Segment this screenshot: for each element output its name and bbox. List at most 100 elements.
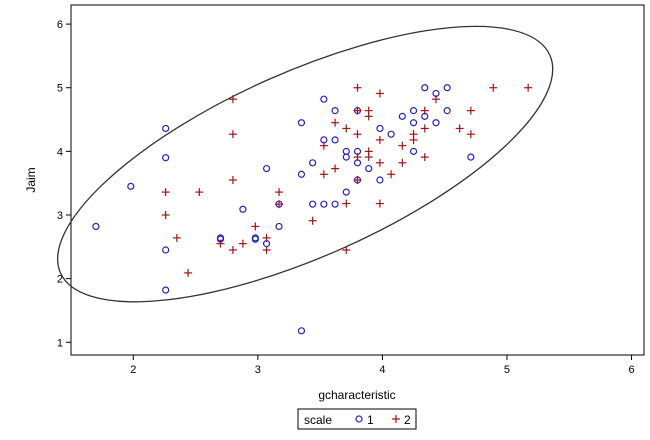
data-point-series-2 [431, 95, 440, 104]
data-point-series-2 [375, 89, 384, 98]
data-point-series-1 [387, 130, 395, 138]
legend-label-series-1: 1 [367, 413, 374, 427]
data-point-series-1 [342, 188, 350, 196]
data-point-series-2 [420, 153, 429, 162]
data-point-series-2 [228, 95, 237, 104]
data-point-series-1 [239, 205, 247, 213]
data-point-series-1 [331, 107, 339, 115]
y-tick-label: 3 [57, 210, 63, 222]
plot-frame [70, 4, 645, 356]
x-tick-label: 6 [628, 364, 634, 376]
data-point-series-2 [398, 158, 407, 167]
data-point-series-1 [251, 235, 259, 243]
data-point-series-1 [262, 164, 271, 173]
data-point-series-2 [262, 246, 271, 254]
data-point-series-2 [364, 153, 373, 162]
data-point-series-1 [342, 153, 350, 161]
data-point-series-2 [353, 176, 362, 184]
data-point-series-2 [353, 153, 362, 162]
data-point-series-1 [443, 107, 451, 115]
data-point-series-1 [421, 84, 429, 92]
confidence-ellipse [57, 25, 554, 303]
data-point-series-1 [443, 84, 451, 92]
data-point-series-1 [162, 286, 170, 294]
data-point-series-2 [387, 170, 396, 179]
x-tick-label: 5 [504, 364, 510, 376]
data-point-series-1 [297, 119, 306, 127]
data-point-series-1 [127, 182, 135, 190]
data-point-series-2 [375, 158, 384, 167]
data-points [92, 83, 533, 335]
legend-label-series-2: 2 [404, 413, 411, 427]
data-point-series-2 [420, 124, 429, 133]
data-point-series-2 [319, 141, 328, 150]
data-point-series-1 [92, 222, 100, 231]
data-point-series-1 [409, 107, 418, 115]
data-point-series-2 [238, 239, 247, 248]
y-tick-label: 4 [57, 146, 63, 158]
data-point-series-2 [353, 130, 362, 139]
data-point-series-2 [275, 188, 284, 197]
x-tick-label: 2 [130, 364, 136, 376]
data-point-series-2 [342, 124, 351, 133]
y-tick-label: 5 [57, 83, 63, 95]
data-point-series-1 [297, 170, 306, 178]
data-point-series-1 [365, 164, 373, 173]
data-point-series-1 [331, 136, 339, 144]
data-point-series-2 [420, 106, 429, 115]
data-point-series-1 [162, 246, 170, 254]
data-point-series-2 [262, 233, 271, 242]
data-point-series-2 [216, 239, 225, 248]
data-point-series-1 [320, 95, 328, 103]
data-point-series-2 [161, 188, 170, 197]
data-point-series-1 [162, 124, 170, 133]
data-point-series-2 [375, 135, 384, 144]
data-point-series-1 [432, 119, 440, 127]
data-point-series-2 [342, 246, 351, 254]
data-point-series-2 [228, 246, 237, 254]
data-point-series-2 [466, 106, 475, 115]
y-tick-label: 1 [57, 337, 63, 349]
data-point-series-2 [172, 233, 181, 242]
data-point-series-1 [376, 176, 384, 184]
data-point-series-2 [251, 222, 260, 231]
x-axis-title: gcharacteristic [318, 388, 395, 402]
data-point-series-1 [331, 200, 339, 208]
data-point-series-1 [409, 119, 418, 127]
data-point-series-1 [309, 159, 317, 167]
data-point-series-2 [364, 112, 373, 121]
data-point-series-1 [342, 147, 350, 155]
data-point-series-1 [398, 112, 406, 120]
legend-title: scale [304, 413, 332, 427]
data-point-series-1 [376, 124, 384, 133]
data-point-series-2 [228, 176, 237, 184]
data-point-series-2 [275, 200, 284, 209]
data-point-series-1 [320, 200, 328, 208]
data-point-series-2 [398, 141, 407, 150]
y-axis-ticks: 1 2 3 4 5 6 [57, 19, 71, 349]
y-tick-label: 6 [57, 19, 63, 31]
x-tick-label: 4 [379, 364, 385, 376]
data-point-series-2 [195, 188, 204, 197]
legend-box [297, 408, 417, 430]
data-point-series-2 [308, 216, 317, 225]
data-point-series-2 [409, 135, 418, 144]
x-tick-label: 3 [255, 364, 261, 376]
data-point-series-1 [467, 153, 475, 161]
data-point-series-2 [342, 199, 351, 208]
data-point-series-2 [331, 164, 340, 173]
x-axis-ticks: 2 3 4 5 6 [130, 355, 635, 376]
y-tick-label: 2 [57, 274, 63, 286]
data-point-series-2 [353, 83, 362, 92]
y-axis-title: Jaim [24, 167, 38, 192]
legend-marker-series-2 [392, 415, 400, 423]
data-point-series-1 [409, 147, 418, 155]
legend-marker-series-1 [355, 415, 363, 423]
data-point-series-2 [353, 106, 362, 115]
data-point-series-1 [275, 222, 283, 231]
data-point-series-2 [524, 83, 533, 92]
data-point-series-2 [161, 211, 170, 219]
data-point-series-2 [184, 268, 193, 277]
data-point-series-2 [319, 170, 328, 179]
